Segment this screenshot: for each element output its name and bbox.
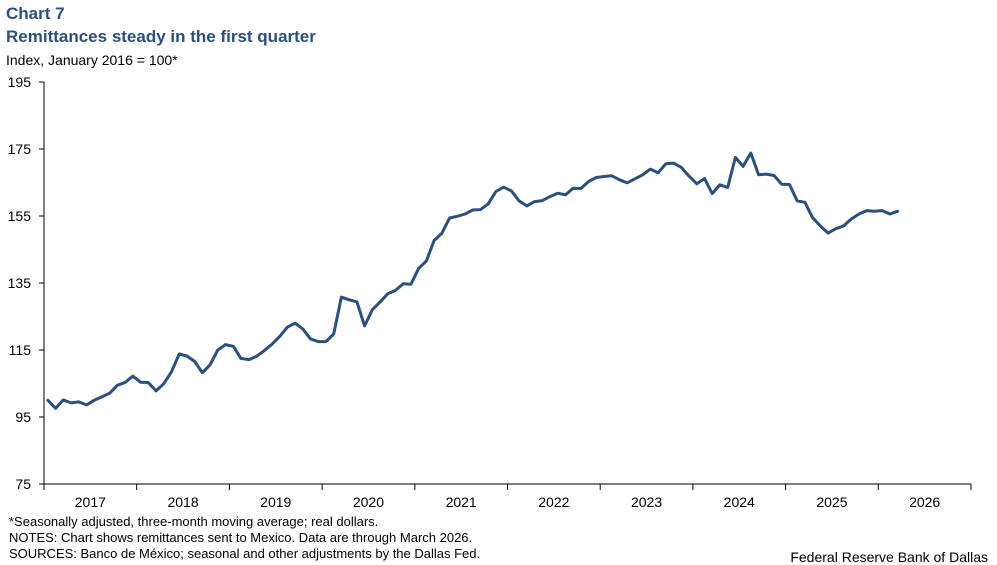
x-axis: 2017 2018 2019 2020 2021 2022 2023 2024 2025 2026 [43,483,972,510]
chart-number: Chart 7 [6,4,65,23]
x-tick-label: 2021 [446,494,477,510]
x-tick-label: 2025 [816,494,847,510]
y-tick-label: 175 [8,141,32,157]
y-tick-label: 115 [9,342,32,358]
footnote-adjustment: *Seasonally adjusted, three-month moving… [9,514,379,529]
y-tick-label: 95 [15,409,31,425]
series-group [46,151,900,410]
series-line-remittances [46,151,900,410]
x-tick-label: 2026 [909,494,940,510]
x-tick-label: 2020 [353,494,384,510]
y-tick-label: 135 [8,275,32,291]
credit-line: Federal Reserve Bank of Dallas [790,549,988,565]
line-chart: 75 95 115 135 155 175 195 2017 2018 2019 2020 2021… [8,74,972,510]
footnotes: *Seasonally adjusted, three-month moving… [9,514,480,562]
x-tick-label: 2024 [724,494,755,510]
footnote-notes: NOTES: Chart shows remittances sent to M… [9,530,473,545]
y-tick-label: 75 [15,476,31,492]
x-tick-label: 2018 [167,494,198,510]
x-tick-label: 2019 [260,494,291,510]
x-tick-label: 2022 [538,494,569,510]
y-axis-label: Index, January 2016 = 100* [6,52,178,68]
footnote-sources: SOURCES: Banco de México; seasonal and o… [9,546,481,561]
y-tick-label: 195 [8,74,32,90]
chart-title: Remittances steady in the first quarter [6,27,316,46]
y-tick-label: 155 [8,208,32,224]
x-tick-label: 2017 [75,494,106,510]
x-tick-label: 2023 [631,494,662,510]
y-axis: 75 95 115 135 155 175 195 [8,74,45,492]
